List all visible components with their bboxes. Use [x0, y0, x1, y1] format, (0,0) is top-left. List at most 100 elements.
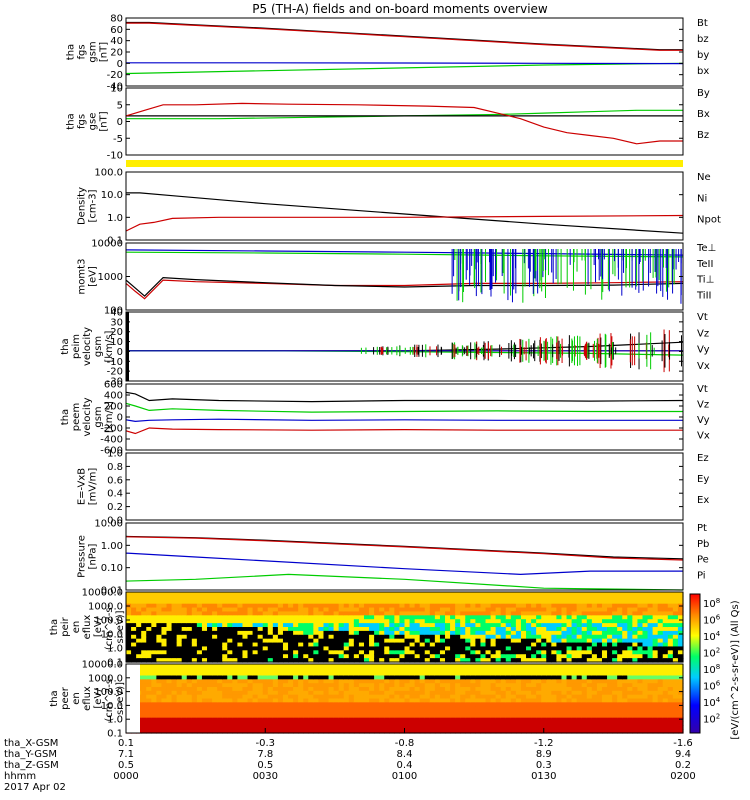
spectrogram-cell	[591, 627, 598, 632]
spectrogram-cell	[531, 664, 537, 669]
spectrogram-cell	[293, 592, 299, 597]
spectrogram-cell	[662, 650, 669, 655]
spectrogram-cell	[445, 615, 451, 620]
spectrogram-cell	[475, 683, 482, 688]
spectrogram-cell	[672, 611, 679, 616]
spectrogram-cell	[156, 611, 163, 616]
spectrogram-cell	[358, 638, 365, 644]
spectrogram-cell	[257, 654, 264, 659]
spectrogram-cell	[546, 664, 552, 669]
spectrogram-cell	[348, 706, 355, 711]
spectrogram-cell	[439, 650, 446, 655]
spectrogram-cell	[429, 592, 436, 597]
spectrogram-cell	[439, 592, 446, 597]
spectrogram-cell	[156, 664, 163, 669]
spectrogram-cell	[141, 650, 147, 655]
spectrogram-cell	[222, 679, 228, 684]
spectrogram-cell	[141, 654, 147, 659]
spectrogram-cell	[338, 615, 345, 620]
ytick-label: 1.0	[107, 644, 123, 655]
spectrogram-cell	[541, 675, 547, 680]
spectrogram-cell	[131, 638, 137, 644]
spectrogram-cell	[434, 667, 441, 673]
spectrogram-cell	[536, 658, 542, 663]
spectrogram-cell	[308, 607, 314, 613]
spectrogram-cell	[333, 710, 340, 715]
spectrogram-cell	[667, 611, 674, 616]
spectrogram-cell	[277, 630, 284, 636]
spectrogram-cell	[237, 675, 244, 680]
spectrogram-cell	[637, 642, 644, 648]
spectrogram-cell	[181, 683, 188, 688]
spectrogram-cell	[267, 638, 274, 644]
spectrogram-cell	[465, 683, 471, 688]
spectrogram-cell	[257, 667, 264, 673]
spectrogram-cell	[520, 675, 527, 680]
spectrogram-cell	[394, 706, 401, 711]
spectrogram-cell	[181, 603, 188, 609]
spectrogram-cell	[622, 667, 628, 673]
spectrogram-cell	[227, 683, 233, 688]
spectrogram-cell	[424, 627, 431, 632]
spectrogram-cell	[495, 717, 502, 723]
spectrogram-cell	[556, 713, 563, 719]
spectrogram-cell	[667, 634, 674, 640]
spectrogram-cell	[672, 623, 679, 628]
spectrogram-cell	[353, 623, 360, 628]
spectrogram-cell	[363, 650, 370, 655]
spectrogram-cell	[282, 634, 289, 640]
spectrogram-cell	[348, 658, 355, 663]
spectrogram-cell	[288, 634, 294, 640]
spectrogram-cell	[318, 710, 325, 715]
spectrogram-cell	[591, 623, 598, 628]
spectrogram-cell	[282, 642, 289, 648]
series-Te⊥-line	[125, 279, 684, 300]
spectrogram-cell	[156, 646, 163, 651]
spectrogram-cell	[667, 671, 674, 677]
spectrogram-cell	[485, 690, 492, 696]
spectrogram-cell	[348, 630, 355, 636]
spectrogram-cell	[465, 650, 471, 655]
ylabel-line: sr-eV)]	[115, 610, 126, 643]
spectrogram-cell	[622, 638, 628, 644]
spectrogram-cell	[429, 713, 436, 719]
spectrogram-cell	[434, 690, 441, 696]
spectrogram-cell	[667, 627, 674, 632]
spectrogram-cell	[217, 679, 223, 684]
spectrogram-cell	[384, 687, 390, 692]
spectrogram-cell	[561, 713, 568, 719]
ytick-label: -200	[100, 424, 123, 435]
spectrogram-cell	[526, 679, 532, 684]
spectrogram-cell	[475, 658, 482, 663]
spectrogram-cell	[434, 675, 441, 680]
spectrogram-cell	[257, 725, 264, 730]
spectrogram-cell	[389, 654, 395, 659]
spectrogram-cell	[566, 642, 573, 648]
spectrogram-cell	[328, 694, 335, 700]
spectrogram-cell	[617, 607, 623, 613]
spectrogram-cell	[419, 603, 426, 609]
spectrogram-cell	[424, 710, 431, 715]
spectrogram-cell	[156, 619, 163, 624]
spectrogram-cell	[531, 615, 537, 620]
ytick-label: 100	[104, 306, 123, 317]
spectrogram-cell	[282, 607, 289, 613]
spectrogram-cell	[303, 725, 309, 730]
spectrogram-cell	[465, 671, 471, 677]
spectrogram-cell	[358, 630, 365, 636]
spectrogram-cell	[414, 611, 421, 616]
spectrogram-cell	[308, 721, 314, 726]
spectrogram-cell	[186, 658, 193, 663]
spectrogram-cell	[566, 675, 573, 680]
spectrogram-cell	[677, 623, 684, 628]
spectrogram-cell	[333, 683, 340, 688]
spectrogram-cell	[642, 698, 649, 703]
spectrogram-cell	[541, 592, 547, 597]
spectrogram-cell	[217, 729, 223, 734]
spectrogram-cell	[617, 679, 623, 684]
spectrogram-cell	[541, 638, 547, 644]
spectrogram-cell	[247, 603, 254, 609]
spectrogram-cell	[298, 679, 304, 684]
spectrogram-cell	[343, 627, 350, 632]
